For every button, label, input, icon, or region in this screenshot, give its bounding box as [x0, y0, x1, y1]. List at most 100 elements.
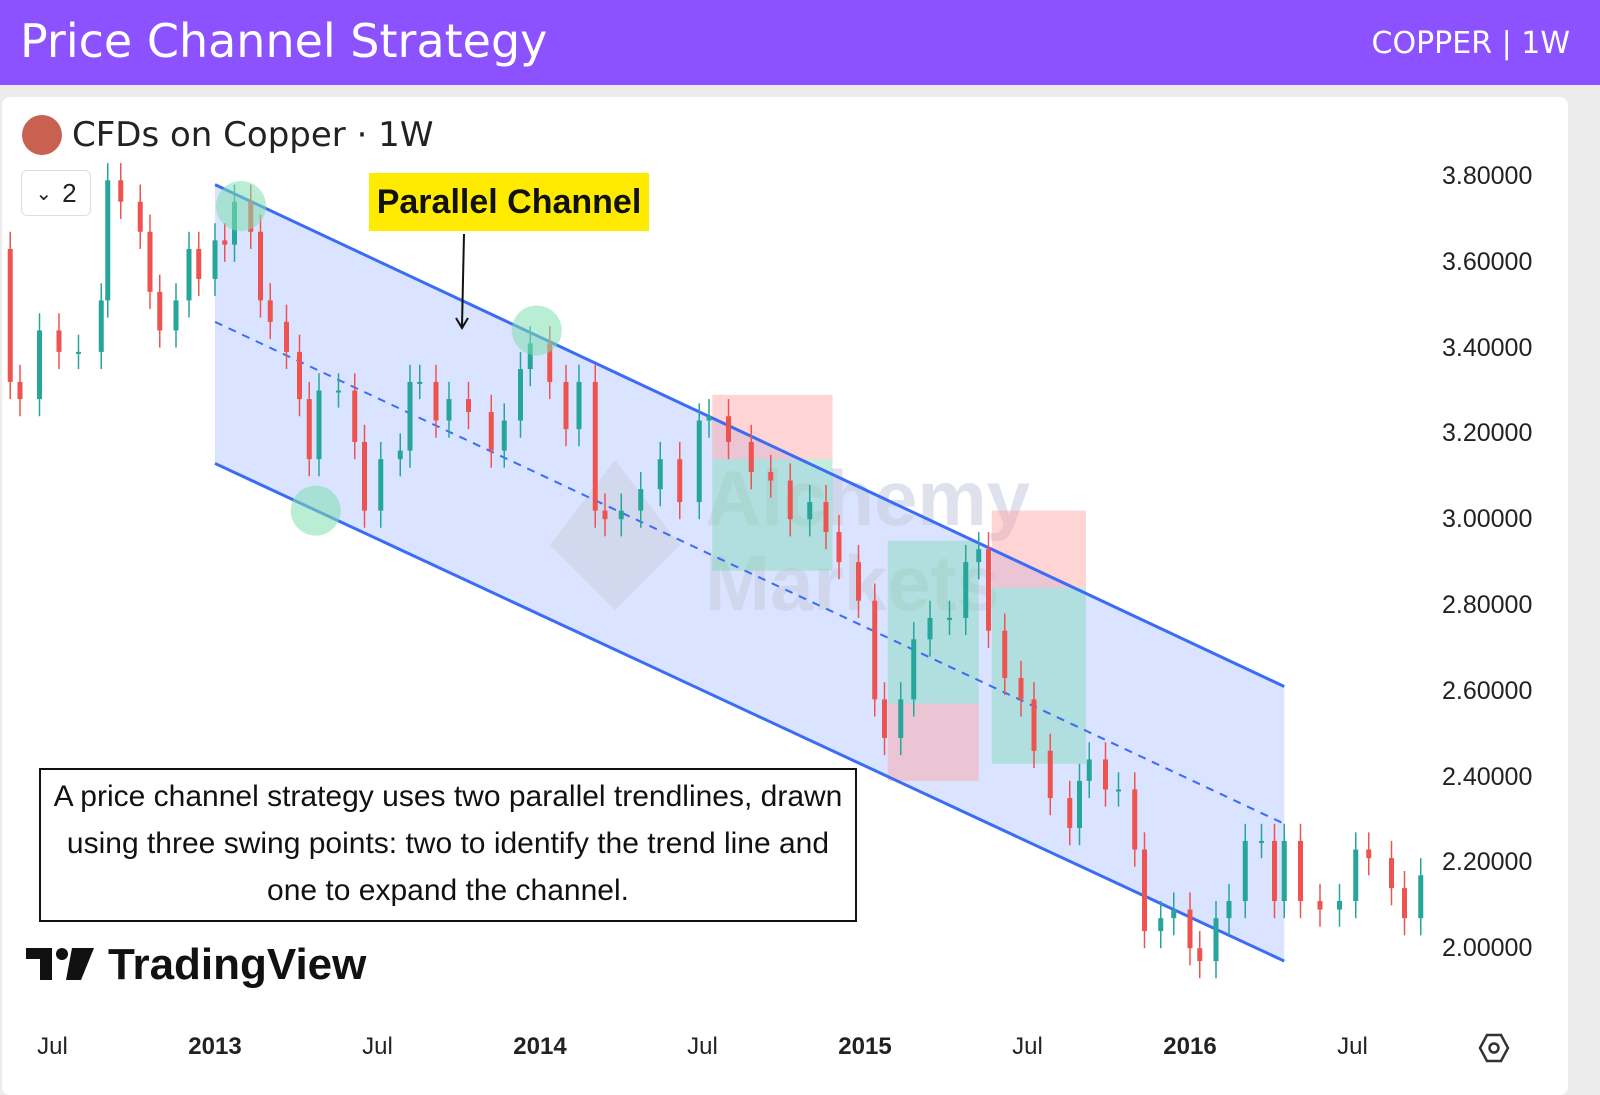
arrow-head-icon [455, 317, 469, 330]
page-title: Price Channel Strategy [20, 14, 548, 68]
watermark-logo-icon [550, 460, 680, 610]
candle-body [963, 562, 969, 618]
candle-body [1171, 909, 1177, 919]
candle-body [706, 416, 712, 421]
candle-body [1067, 798, 1073, 829]
candle-body [1031, 699, 1037, 751]
candle-body [726, 416, 731, 442]
settings-hexagon-icon[interactable] [1478, 1032, 1510, 1069]
candle-body [336, 390, 341, 393]
symbol-timeframe: COPPER | 1W [1371, 26, 1570, 61]
candle-body [1077, 780, 1082, 829]
candle-body [1116, 789, 1121, 792]
channel-middle-line [214, 320, 1285, 825]
candle-body [56, 330, 62, 352]
collapse-indicators-button[interactable]: ⌄ 2 [21, 170, 91, 216]
candle-body [1281, 840, 1287, 902]
reward-zone-2 [991, 587, 1086, 764]
candle-body [1002, 630, 1008, 678]
candle-body [872, 600, 878, 700]
candle-body [927, 617, 933, 640]
candle-body [157, 291, 163, 331]
candle-body [547, 343, 553, 382]
candle-body [1418, 875, 1424, 919]
candle-body [618, 510, 624, 520]
candle-body [823, 502, 829, 533]
symbol-label: CFDs on Copper · 1W [72, 115, 434, 155]
candle-body [446, 399, 452, 421]
candle-body [1259, 840, 1264, 843]
y-tick-label: 2.80000 [1442, 591, 1533, 619]
swing-point-1 [511, 305, 562, 356]
candle-body [576, 381, 582, 430]
indicator-count: 2 [62, 177, 77, 208]
candle-body [1047, 750, 1053, 799]
candle-body [488, 411, 494, 451]
candle-body [17, 381, 23, 400]
channel-upper-line [214, 183, 1285, 688]
candle-body [1187, 909, 1193, 949]
candle-body [173, 300, 179, 331]
y-tick-label: 3.60000 [1442, 247, 1533, 276]
candle-body [677, 459, 683, 503]
candle-body [7, 248, 13, 382]
tradingview-logo-icon [26, 948, 94, 980]
candle-body [137, 201, 143, 232]
y-tick-label: 3.80000 [1442, 162, 1533, 190]
candle-body [76, 351, 81, 354]
swing-point-2 [290, 485, 341, 536]
candle-body [1366, 849, 1372, 859]
candle-body [297, 351, 302, 400]
x-tick-label: 2016 [1163, 1033, 1217, 1060]
candle-body [527, 343, 533, 370]
logo-text: TradingView [108, 940, 367, 989]
candle-body [1402, 888, 1407, 919]
explanation-note: A price channel strategy uses two parall… [39, 768, 857, 922]
y-tick-label: 3.40000 [1442, 333, 1533, 362]
candle-body [1298, 840, 1303, 902]
risk-zone-2 [991, 510, 1086, 588]
tradingview-logo: TradingView [26, 940, 366, 990]
candle-body [1197, 948, 1203, 962]
candle-body [362, 441, 367, 511]
x-tick-label: Jul [687, 1033, 718, 1060]
candle-body [501, 420, 507, 451]
candle-body [306, 399, 312, 460]
candle-body [856, 562, 861, 601]
candle-body [1389, 858, 1394, 889]
candle-body [316, 390, 322, 460]
candle-body [898, 699, 904, 738]
candle-body [696, 420, 702, 503]
candle-body [947, 617, 952, 620]
x-tick-label: Jul [1337, 1033, 1368, 1060]
candle-body [98, 300, 104, 352]
candle-body [1317, 901, 1323, 910]
symbol-legend[interactable]: CFDs on Copper · 1W [22, 115, 433, 155]
candle-body [592, 381, 598, 511]
candle-body [602, 510, 608, 520]
candle-body [882, 699, 887, 738]
label-arrow [461, 233, 465, 327]
y-tick-label: 2.40000 [1442, 762, 1533, 791]
candle-body [352, 390, 358, 442]
candle-body [518, 369, 523, 421]
candle-body [1132, 789, 1138, 850]
candle-body [397, 450, 403, 460]
candle-body [787, 480, 793, 520]
channel-lower-line [214, 462, 1285, 963]
candle-body [657, 459, 663, 490]
candle-body [118, 180, 124, 202]
header-bar: Price Channel Strategy COPPER | 1W [0, 0, 1600, 85]
x-tick-label: Jul [362, 1033, 393, 1060]
candle-body [748, 441, 754, 473]
x-tick-label: 2014 [513, 1033, 567, 1060]
candle-body [1337, 901, 1342, 910]
watermark-text: Alchemy Markets [705, 454, 1030, 627]
candle-body [284, 321, 289, 352]
candle-body [407, 381, 413, 451]
candle-body [466, 399, 471, 412]
candle-body [1213, 918, 1219, 962]
candle-body [1086, 759, 1092, 781]
x-tick-label: Jul [1012, 1033, 1043, 1060]
